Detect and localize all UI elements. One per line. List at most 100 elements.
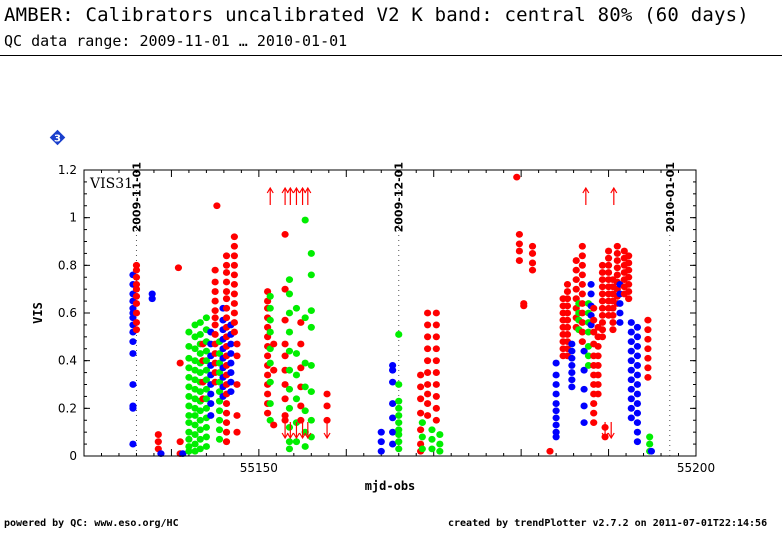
data-point-red <box>578 319 586 326</box>
data-point-red <box>578 309 586 317</box>
data-point-red <box>644 316 652 324</box>
data-point-red <box>174 264 183 272</box>
upper-limit-arrowhead <box>304 186 312 194</box>
data-point-green <box>185 447 193 455</box>
data-point-blue <box>568 383 576 391</box>
data-point-red <box>297 416 305 424</box>
data-point-red <box>563 316 572 324</box>
data-point-green <box>185 402 193 410</box>
data-point-green <box>185 373 193 381</box>
data-point-blue <box>633 419 642 427</box>
data-point-red <box>572 276 580 284</box>
y-tick-label: 0 <box>69 449 77 463</box>
data-point-green <box>191 412 199 419</box>
data-point-red <box>590 419 598 427</box>
data-point-green <box>285 309 294 317</box>
data-point-red <box>563 295 572 303</box>
data-point-red <box>432 404 440 412</box>
data-point-red <box>613 250 621 257</box>
data-point-green <box>185 354 193 362</box>
data-point-blue <box>227 359 235 367</box>
data-point-red <box>578 242 586 250</box>
data-point-red <box>528 242 537 250</box>
data-point-green <box>202 433 210 441</box>
data-point-red <box>432 381 440 388</box>
data-point-green <box>185 383 193 391</box>
data-point-blue <box>587 290 595 298</box>
data-point-red <box>323 402 331 410</box>
data-point-red <box>563 281 572 288</box>
data-point-blue <box>633 409 642 417</box>
data-point-red <box>625 273 633 281</box>
data-point-red <box>264 409 272 417</box>
data-point-green <box>646 433 654 441</box>
data-point-red <box>513 173 521 181</box>
data-point-blue <box>616 309 624 317</box>
data-point-blue <box>227 350 235 357</box>
data-point-red <box>590 304 598 312</box>
data-point-red <box>230 242 238 250</box>
data-point-red <box>528 266 537 274</box>
data-point-green <box>215 388 224 396</box>
data-point-blue <box>207 400 215 407</box>
data-point-green <box>196 369 204 376</box>
data-point-red <box>211 266 219 274</box>
data-point-red <box>432 357 440 365</box>
data-point-red <box>222 438 231 446</box>
data-point-green <box>185 364 193 372</box>
data-point-green <box>215 416 224 424</box>
data-point-green <box>395 419 403 427</box>
data-point-green <box>285 366 294 374</box>
date-marker-label: 2010-01-01 <box>664 162 677 232</box>
data-point-blue <box>647 447 656 455</box>
data-point-green <box>185 435 193 443</box>
chart-title: AMBER: Calibrators uncalibrated V2 K ban… <box>4 4 749 26</box>
upper-limit-arrowhead <box>582 186 590 194</box>
data-point-red <box>598 283 607 291</box>
data-point-red <box>417 371 425 379</box>
data-point-red <box>598 290 607 298</box>
data-point-red <box>281 395 289 403</box>
data-point-blue <box>633 390 642 398</box>
data-point-green <box>196 331 204 338</box>
footer-generator: created by trendPlotter v2.7.2 on 2011-0… <box>448 518 768 529</box>
data-point-red <box>154 431 162 438</box>
data-point-red <box>211 307 219 315</box>
data-point-red <box>432 345 440 353</box>
data-point-green <box>292 350 301 357</box>
data-point-red <box>604 247 613 255</box>
data-point-green <box>266 416 274 424</box>
data-point-blue <box>580 347 588 355</box>
data-point-green <box>266 400 274 407</box>
data-point-green <box>196 435 204 443</box>
data-point-red <box>222 304 231 312</box>
data-point-blue <box>377 438 385 446</box>
data-point-red <box>132 261 141 269</box>
data-point-blue <box>633 381 642 388</box>
data-point-green <box>646 440 654 448</box>
data-point-red <box>230 261 238 269</box>
data-point-blue <box>377 447 385 455</box>
data-point-red <box>598 304 607 312</box>
data-point-green <box>202 443 210 450</box>
data-point-red <box>625 259 633 267</box>
panel-label: VIS31 <box>89 176 133 192</box>
data-point-blue <box>129 381 137 388</box>
data-point-red <box>213 202 221 210</box>
data-point-green <box>301 407 309 415</box>
data-point-red <box>598 333 607 341</box>
data-point-red <box>417 426 425 434</box>
data-point-red <box>598 297 607 305</box>
data-point-red <box>528 250 537 257</box>
data-point-green <box>215 435 224 443</box>
data-point-red <box>515 247 523 255</box>
data-point-green <box>196 388 204 396</box>
data-point-blue <box>627 357 635 365</box>
data-point-red <box>281 416 289 424</box>
data-point-blue <box>580 402 588 410</box>
data-point-blue <box>580 419 588 427</box>
date-marker-label: 2009-11-01 <box>130 162 143 232</box>
data-point-blue <box>179 450 187 458</box>
data-point-blue <box>389 400 397 407</box>
